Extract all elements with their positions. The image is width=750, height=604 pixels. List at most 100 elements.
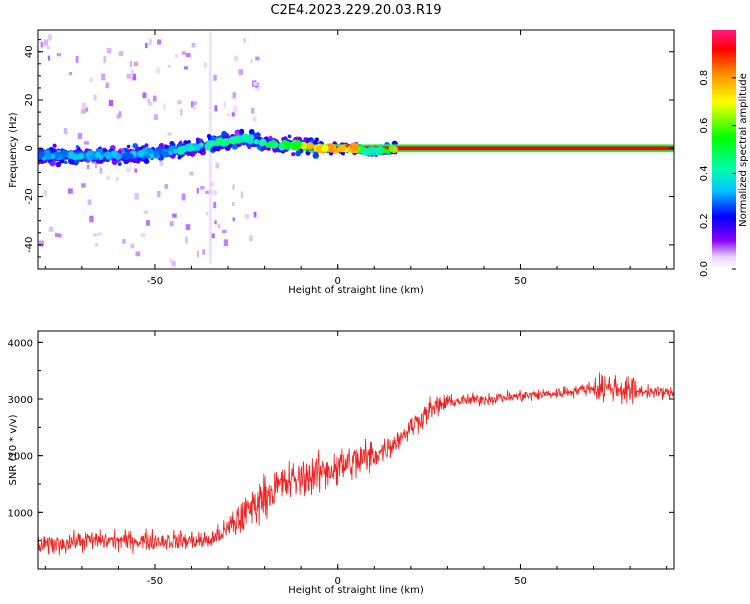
spectrogram-speckle <box>191 42 196 48</box>
spectrogram-cell <box>63 160 68 165</box>
spectrogram-speckle <box>167 64 171 68</box>
spectrogram-cell <box>158 154 165 161</box>
spectrogram-x-tick-label: 50 <box>514 276 527 287</box>
spectrogram-speckle <box>226 113 230 117</box>
spectrogram-cell <box>55 161 62 168</box>
spectrogram-speckle <box>245 213 249 219</box>
spectrogram-ridge-point <box>162 151 169 158</box>
spectrogram-speckle <box>106 175 110 181</box>
spectrogram-speckle <box>203 62 208 68</box>
colorbar-tick-label: 0.6 <box>699 118 710 134</box>
spectrogram-speckle <box>175 54 178 58</box>
spectrogram-ridge-point <box>253 138 260 145</box>
spectrogram-speckle <box>130 243 135 249</box>
snr-line <box>38 372 674 556</box>
spectrogram-speckle <box>99 167 103 174</box>
spectrogram-speckle <box>253 116 257 122</box>
spectrogram-x-tick-label: -50 <box>147 276 163 287</box>
spectrogram-cell <box>210 135 215 140</box>
colorbar: 0.0 0.2 0.4 0.6 0.8 Normalized spectral ampl… <box>699 30 749 277</box>
spectrogram-speckle <box>251 107 255 114</box>
spectrogram-ridge-point <box>292 143 301 151</box>
spectrogram-speckle <box>202 249 206 255</box>
spectrogram-speckle <box>134 168 138 173</box>
spectrogram-speckle <box>46 46 50 50</box>
spectrogram-speckle <box>105 82 110 89</box>
spectrogram-ridge-point <box>266 142 272 148</box>
chart-title: C2E4.2023.229.20.03.R19 <box>270 3 441 18</box>
colorbar-gradient <box>712 30 736 269</box>
spectrogram-speckle <box>253 212 257 218</box>
spectrogram-cell <box>268 135 273 140</box>
spectrogram-speckle <box>234 55 239 62</box>
spectrogram-ridge-point <box>66 151 75 159</box>
spectrogram-speckle <box>190 101 194 108</box>
spectrogram-ridge-point <box>328 143 335 151</box>
spectrogram-speckle <box>142 92 147 99</box>
spectrogram-cell <box>255 133 260 138</box>
spectrogram-ridge-point <box>185 145 191 151</box>
spectrogram-speckle <box>40 41 44 48</box>
spectrogram-speckle <box>213 190 217 195</box>
spectrogram-ridge-point <box>190 145 196 151</box>
spectrogram-speckle <box>47 34 52 41</box>
spectrogram-speckle <box>196 187 199 194</box>
spectrogram-speckle <box>205 211 209 216</box>
spectrogram-speckle <box>177 100 182 105</box>
spectrogram-cell <box>101 158 106 163</box>
spectrogram-speckle <box>101 73 106 81</box>
spectrogram-cell <box>206 133 212 139</box>
spectrogram-marks <box>38 32 674 267</box>
spectrogram-speckle <box>153 114 158 120</box>
spectrogram-ridge-point <box>228 136 236 144</box>
spectrogram-speckle <box>81 102 87 109</box>
spectrogram-y-tick-label: 20 <box>24 94 35 107</box>
spectrogram-ridge-point <box>103 151 111 158</box>
spectrogram-cell <box>215 145 221 152</box>
spectrogram-speckle <box>211 233 215 239</box>
spectrogram-cell <box>126 144 131 149</box>
spectrogram-speckle <box>232 184 235 190</box>
spectrogram-speckle <box>213 201 217 209</box>
spectrogram-x-tick-label: 0 <box>335 276 341 287</box>
spectrogram-speckle <box>69 71 72 75</box>
spectrogram-ridge-point <box>259 138 266 145</box>
snr-y-tick-label: 4000 <box>8 338 33 349</box>
spectrogram-speckle <box>67 188 73 194</box>
spectrogram-speckle <box>125 167 131 172</box>
spectrogram-speckle <box>223 101 226 108</box>
spectrogram-ridge-point <box>45 152 51 159</box>
spectrogram-ridge-point <box>95 151 101 158</box>
spectrogram-speckle <box>232 201 235 207</box>
spectrogram-ridge-point <box>114 153 122 161</box>
spectrogram-ridge-point <box>172 148 179 154</box>
spectrogram-cell <box>231 143 238 150</box>
snr-frame <box>37 330 675 570</box>
spectrogram-speckle <box>59 233 62 238</box>
spectrogram-ridge-point <box>338 144 347 153</box>
spectrogram-cell <box>235 132 240 137</box>
spectrogram-speckle <box>140 233 146 238</box>
spectrogram-ridge-point <box>60 150 69 159</box>
spectrogram-ridge-point <box>220 139 227 145</box>
spectrogram-speckle <box>94 161 97 169</box>
spectrogram-speckle <box>185 53 191 58</box>
spectrogram-speckle <box>163 103 166 111</box>
spectrogram-speckle <box>55 232 60 238</box>
spectrogram-speckle <box>97 232 102 236</box>
snr-ticks: -50 0 50 1000 2000 3000 4000 <box>8 331 674 587</box>
spectrogram-speckle <box>232 92 237 99</box>
spectrogram-speckle <box>189 171 194 176</box>
spectrogram-speckle <box>84 107 89 112</box>
spectrogram-ridge-point <box>390 146 396 153</box>
spectrogram-speckle <box>224 239 229 247</box>
spectrogram-speckle <box>89 215 94 223</box>
spectrogram-ridge-point <box>278 142 285 149</box>
spectrogram-speckle <box>214 220 217 225</box>
spectrogram-speckle <box>215 162 220 169</box>
spectrogram-speckle <box>159 160 164 166</box>
spectrogram-speckle <box>238 69 243 76</box>
spectrogram-y-tick-label: -40 <box>24 237 35 253</box>
snr-y-tick-label: 1000 <box>8 508 33 519</box>
spectrogram-speckle <box>115 176 119 182</box>
